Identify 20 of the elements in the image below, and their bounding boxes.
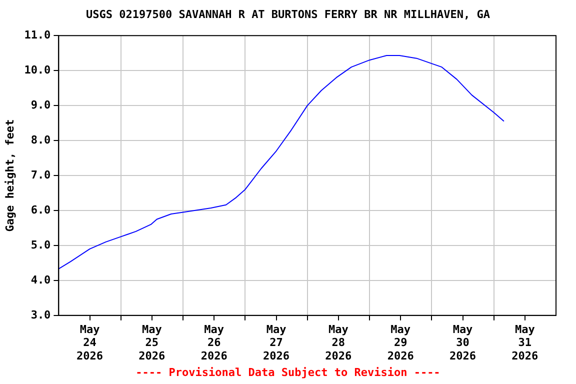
text: ---- Provisional Data Subject to Revision ---- bbox=[134, 366, 442, 379]
y-tick-label: 3.0 bbox=[30, 308, 51, 322]
y-tick-label: 6.0 bbox=[30, 203, 51, 216]
x-tick-label: May 26 2026 bbox=[200, 322, 228, 362]
x-tick-label: May 28 2026 bbox=[325, 322, 352, 362]
y-tick-label: 4.0 bbox=[30, 273, 51, 286]
y-axis-title: Gage height, feet bbox=[3, 119, 16, 232]
x-tick-label: May 25 2026 bbox=[138, 322, 166, 362]
chart-title: USGS 02197500 SAVANNAH R AT BURTONS FERRY BR NR MILLHAVEN, GA bbox=[85, 8, 491, 21]
x-tick-label: May 31 2026 bbox=[512, 322, 539, 362]
x-tick-label: May 30 2026 bbox=[450, 322, 476, 362]
x-tick-label: May 29 2026 bbox=[387, 322, 414, 362]
x-tick-label: May 27 2026 bbox=[263, 322, 290, 362]
y-tick-label: 8.0 bbox=[30, 133, 51, 146]
y-tick-label: 10.0 bbox=[24, 63, 51, 76]
y-tick-label: 5.0 bbox=[30, 238, 51, 252]
y-tick-label: 9.0 bbox=[30, 98, 51, 112]
y-tick-label: 7.0 bbox=[30, 168, 51, 182]
x-tick-label: May 24 2026 bbox=[76, 322, 104, 362]
y-tick-label: 11.0 bbox=[24, 28, 51, 42]
